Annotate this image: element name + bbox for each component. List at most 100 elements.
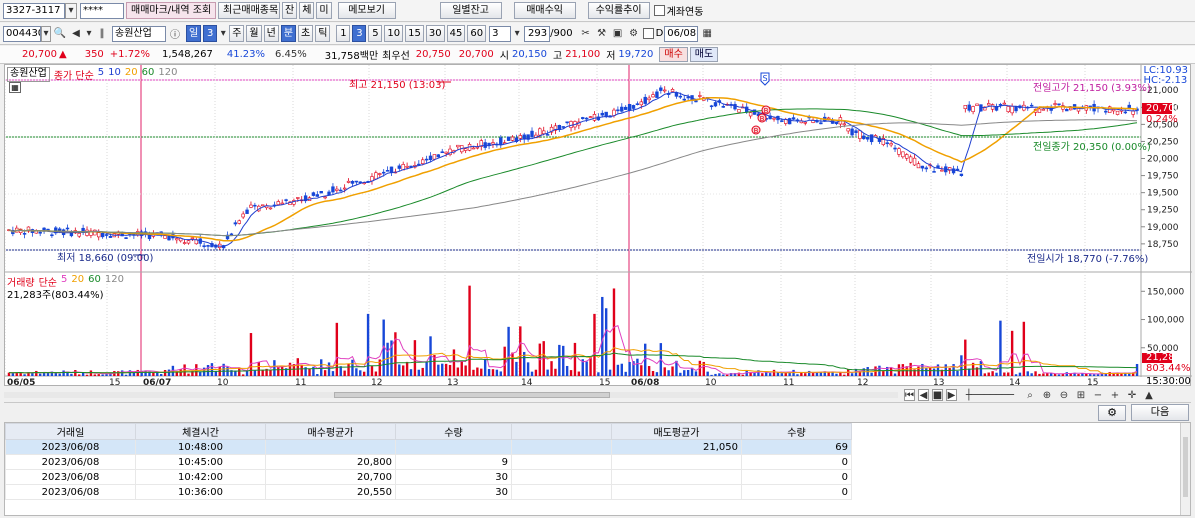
- interval-1-button[interactable]: 1: [336, 25, 351, 42]
- volume-bar: [191, 370, 194, 376]
- stop-icon[interactable]: ■: [932, 389, 943, 401]
- daily-balance-button[interactable]: 일별잔고: [439, 2, 502, 19]
- table-scrollbar[interactable]: [1180, 423, 1190, 515]
- interval-60-button[interactable]: 60: [467, 25, 487, 42]
- header-col-0: 거래일: [5, 423, 136, 440]
- interval-5-button[interactable]: 5: [368, 25, 383, 42]
- save-icon[interactable]: ▣: [612, 28, 623, 39]
- candle-body: [405, 165, 409, 168]
- volume-bar: [729, 373, 733, 376]
- speaker-dropdown-icon[interactable]: ▾: [86, 28, 92, 39]
- ma5-line: [8, 91, 1138, 247]
- next-page-button[interactable]: 다음: [1131, 404, 1189, 421]
- profit-rate-button[interactable]: 수익률추이: [587, 2, 650, 19]
- sell-button[interactable]: 매도: [689, 47, 719, 62]
- candle-body: [549, 126, 554, 133]
- interval-input[interactable]: 3: [489, 25, 512, 42]
- table-scrollbar-thumb[interactable]: [1183, 437, 1188, 497]
- fit-icon[interactable]: ⊞: [1076, 389, 1086, 401]
- prev-stock-icon[interactable]: ‖: [99, 28, 105, 39]
- period-minute-button[interactable]: 분: [280, 25, 297, 42]
- volume-bar: [1092, 374, 1096, 376]
- balance-button[interactable]: 잔: [282, 2, 298, 19]
- interval-3-button[interactable]: 3: [352, 25, 367, 42]
- account-dropdown-icon[interactable]: ▾: [65, 2, 77, 19]
- chart-scrollbar[interactable]: [4, 392, 898, 398]
- chart-navigation[interactable]: ⏮ ◀ ■ ▶ ┼─────── ⌕ ⊕ ⊖ ⊞ − + ✛ ▲: [4, 388, 1191, 403]
- grid-settings-icon[interactable]: ⚙: [1098, 405, 1126, 421]
- stock-chart[interactable]: 21,00020,75020,50020,25020,00019,75019,5…: [4, 64, 1192, 387]
- period-tick-button[interactable]: 틱: [315, 25, 331, 42]
- table-row[interactable]: 2023/06/08 10:48:00 21,050 69: [5, 439, 852, 455]
- account-link-checkbox[interactable]: [653, 5, 665, 16]
- next-icon[interactable]: ▶: [946, 389, 957, 401]
- period-day-count[interactable]: 3: [203, 25, 218, 42]
- password-input[interactable]: ****: [80, 2, 124, 19]
- period-month-button[interactable]: 월: [246, 25, 262, 42]
- code-dropdown-icon[interactable]: ▾: [41, 25, 51, 42]
- bar-count-input[interactable]: 293: [524, 25, 551, 42]
- buy-button[interactable]: 매수: [659, 47, 688, 62]
- account-input[interactable]: 3327-3117: [3, 2, 65, 19]
- gear-icon[interactable]: ⚙: [629, 28, 639, 39]
- prev-close-note: 전일종가 20,350 (0.00%): [1033, 142, 1151, 153]
- candle-body: [1010, 106, 1014, 114]
- interval-30-button[interactable]: 30: [425, 25, 445, 42]
- table-row[interactable]: 2023/06/08 10:42:00 20,700 30 0: [5, 469, 852, 485]
- buy-marker-icon: [751, 125, 761, 135]
- volume-bar: [312, 366, 315, 376]
- stock-code-input[interactable]: 004430: [3, 25, 41, 42]
- memo-view-button[interactable]: 메모보기: [337, 2, 396, 19]
- interval-dropdown-icon[interactable]: ▾: [514, 28, 520, 39]
- period-week-button[interactable]: 주: [229, 25, 245, 42]
- volume-bar: [827, 372, 830, 376]
- x-tick-label: 13: [447, 378, 458, 387]
- period-day-button[interactable]: 일: [186, 25, 202, 42]
- period-dropdown-icon[interactable]: ▾: [220, 28, 226, 39]
- period-second-button[interactable]: 초: [298, 25, 314, 42]
- search-icon[interactable]: 🔍: [53, 28, 67, 39]
- volume-bar: [968, 368, 971, 376]
- interval-10-button[interactable]: 10: [384, 25, 404, 42]
- calendar-icon[interactable]: ▦: [702, 28, 712, 39]
- zoom-slider[interactable]: ┼───────: [965, 389, 1015, 401]
- trade-profit-button[interactable]: 매매수익: [513, 2, 576, 19]
- scrollbar-thumb[interactable]: [334, 392, 610, 398]
- interval-15-button[interactable]: 15: [405, 25, 424, 42]
- up-arrow-icon[interactable]: ▲: [1145, 389, 1153, 401]
- tools-icon[interactable]: ⚒: [597, 28, 607, 39]
- volume-bar: [530, 371, 534, 376]
- unexecuted-button[interactable]: 미: [316, 2, 332, 19]
- info-icon[interactable]: ⓘ: [170, 30, 180, 41]
- candle-body: [663, 89, 667, 92]
- candle-body: [971, 106, 975, 112]
- candle-body: [323, 196, 327, 199]
- zoom-reset-icon[interactable]: ⌕: [1027, 389, 1033, 401]
- vol-ma20-line: [8, 347, 1138, 375]
- interval-45-button[interactable]: 45: [446, 25, 466, 42]
- executed-button[interactable]: 체: [299, 2, 315, 19]
- period-year-button[interactable]: 년: [263, 25, 279, 42]
- y-tick-label: 19,500: [1147, 189, 1179, 199]
- scissors-icon[interactable]: ✂: [581, 28, 590, 39]
- candle-body: [1111, 109, 1116, 112]
- zoom-in-icon[interactable]: ⊕: [1042, 389, 1052, 401]
- volume-bar: [542, 341, 545, 376]
- date-input[interactable]: 06/08: [664, 25, 699, 42]
- speaker-icon[interactable]: ◀: [72, 28, 80, 39]
- recent-trades-button[interactable]: 최근매매종목: [218, 2, 280, 19]
- first-icon[interactable]: ⏮: [904, 389, 915, 401]
- trade-mark-query-button[interactable]: 매매마크/내역 조회: [126, 2, 216, 19]
- candle-body: [54, 227, 58, 234]
- table-row[interactable]: 2023/06/08 10:45:00 20,800 9 0: [5, 454, 852, 470]
- zoom-out-icon[interactable]: ⊖: [1059, 389, 1069, 401]
- plus-icon[interactable]: +: [1110, 389, 1120, 401]
- chart-svg[interactable]: 21,00020,75020,50020,25020,00019,75019,5…: [5, 65, 1192, 387]
- grid-toggle-icon[interactable]: ▦: [9, 82, 21, 93]
- minus-icon[interactable]: −: [1093, 389, 1103, 401]
- date-checkbox[interactable]: [642, 28, 654, 39]
- candle-body: [1131, 110, 1135, 115]
- table-row[interactable]: 2023/06/08 10:36:00 20,550 30 0: [5, 484, 852, 500]
- prev-icon[interactable]: ◀: [918, 389, 929, 401]
- crosshair-icon[interactable]: ✛: [1127, 389, 1137, 401]
